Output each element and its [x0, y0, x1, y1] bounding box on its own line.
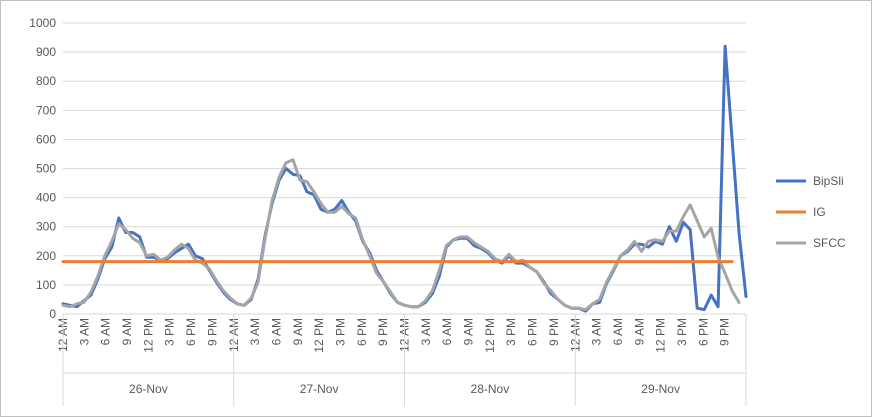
x-hour-tick-label: 12 PM [483, 318, 497, 353]
y-tick-label: 1000 [29, 16, 56, 30]
y-tick-label: 300 [36, 220, 56, 234]
x-hour-tick-label: 3 AM [590, 318, 604, 345]
x-hour-tick-label: 6 AM [269, 318, 283, 345]
y-tick-label: 500 [36, 162, 56, 176]
x-hour-tick-label: 9 AM [632, 318, 646, 345]
plot-area [61, 44, 748, 313]
x-hour-tick-label: 6 AM [611, 318, 625, 345]
x-hour-tick-label: 12 PM [654, 318, 668, 353]
x-day-label: 29-Nov [641, 382, 680, 396]
x-hour-tick-label: 6 PM [184, 318, 198, 346]
x-hour-tick-label: 12 PM [312, 318, 326, 353]
x-hour-tick-label: 6 AM [99, 318, 113, 345]
y-tick-label: 0 [49, 307, 56, 321]
series-line-sfcc [61, 158, 741, 312]
x-hour-tick-label: 3 PM [163, 318, 177, 346]
series-line-bipsli [61, 44, 748, 313]
x-hour-tick-label: 9 AM [120, 318, 134, 345]
x-hour-tick-label: 3 PM [675, 318, 689, 346]
legend: BipSli IG SFCC [776, 174, 846, 250]
x-axis: 12 AM 3 AM 6 AM 9 AM 12 PM 3 PM 6 PM 9 PM 12 AM 3… [56, 313, 747, 406]
y-tick-label: 700 [36, 103, 56, 117]
x-day-label: 27-Nov [300, 382, 339, 396]
x-hour-tick-label: 9 AM [462, 318, 476, 345]
y-tick-label: 600 [36, 132, 56, 146]
legend-label-ig: IG [813, 205, 826, 219]
x-day-label: 28-Nov [471, 382, 510, 396]
y-tick-label: 400 [36, 191, 56, 205]
x-day-label: 26-Nov [129, 382, 168, 396]
x-hour-tick-label: 6 AM [440, 318, 454, 345]
y-axis: 0 100 200 300 400 500 600 700 800 900 1000 [29, 16, 56, 321]
x-hour-tick-label: 3 AM [419, 318, 433, 345]
x-hour-tick-label: 6 PM [526, 318, 540, 346]
x-hour-tick-label: 3 AM [248, 318, 262, 345]
x-hour-tick-label: 9 PM [547, 318, 561, 346]
y-tick-label: 100 [36, 278, 56, 292]
gridlines [63, 22, 746, 315]
x-hour-tick-label: 9 PM [376, 318, 390, 346]
x-hour-tick-label: 6 PM [696, 318, 710, 346]
x-hour-tick-label: 3 AM [77, 318, 91, 345]
x-hour-tick-label: 12 PM [141, 318, 155, 353]
x-hour-tick-label: 3 PM [333, 318, 347, 346]
y-tick-label: 800 [36, 74, 56, 88]
x-hour-tick-label: 3 PM [504, 318, 518, 346]
y-tick-label: 200 [36, 249, 56, 263]
x-hour-tick-label: 9 AM [291, 318, 305, 345]
y-tick-label: 900 [36, 45, 56, 59]
x-hour-tick-label: 9 PM [205, 318, 219, 346]
x-hour-tick-label: 6 PM [355, 318, 369, 346]
x-hour-tick-label: 9 PM [718, 318, 732, 346]
legend-label-bipsli: BipSli [813, 174, 844, 188]
legend-label-sfcc: SFCC [813, 236, 846, 250]
